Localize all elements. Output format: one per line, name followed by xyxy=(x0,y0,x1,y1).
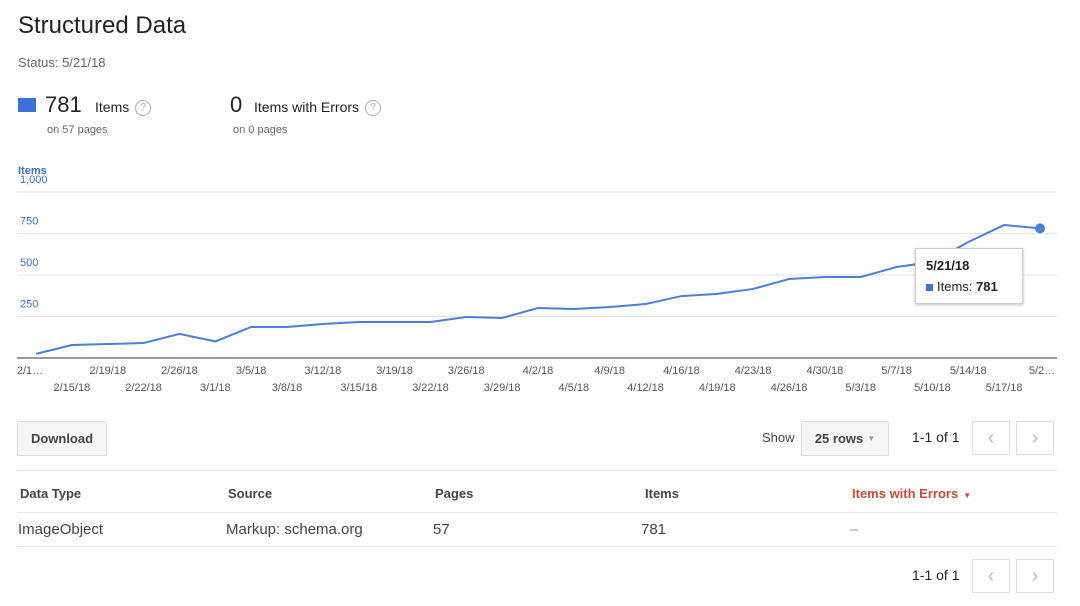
divider xyxy=(17,546,1057,547)
divider xyxy=(17,470,1057,471)
x-tick-label: 3/22/18 xyxy=(412,382,449,394)
summary-value: 781 xyxy=(45,92,82,117)
x-tick-label: 3/12/18 xyxy=(305,365,342,377)
tooltip-date: 5/21/18 xyxy=(926,258,970,273)
table-cell: Markup: schema.org xyxy=(226,521,363,538)
table-header: Source xyxy=(228,486,273,501)
summary-label: Items with Errors? xyxy=(254,99,382,117)
x-tick-label: 4/5/18 xyxy=(559,382,590,394)
summary-label-text: Items with Errors xyxy=(254,99,360,115)
status: Status: 5/21/18 xyxy=(18,55,106,70)
table-header: Pages xyxy=(435,486,474,501)
hover-point xyxy=(1035,223,1045,234)
table-cell: 57 xyxy=(433,521,450,538)
x-tick-label: 2/15/18 xyxy=(54,382,91,394)
y-tick-label: 750 xyxy=(20,215,38,227)
rows-select[interactable]: 25 rows ▼ xyxy=(801,421,889,456)
summary-value: 0 xyxy=(230,92,243,117)
x-tick-label: 4/23/18 xyxy=(735,365,772,377)
next-button[interactable]: › xyxy=(1016,421,1054,455)
x-tick-label: 5/2… xyxy=(1029,365,1055,377)
x-tick-label: 3/19/18 xyxy=(376,365,413,377)
help-icon[interactable]: ? xyxy=(135,100,152,117)
x-tick-label: 3/1/18 xyxy=(200,382,231,394)
data-line xyxy=(35,224,1041,355)
x-tick-label: 4/16/18 xyxy=(663,365,700,377)
x-tick-label: 4/30/18 xyxy=(807,365,844,377)
x-tick-label: 2/19/18 xyxy=(89,365,126,377)
x-tick-label: 5/3/18 xyxy=(845,382,876,394)
prev-button[interactable]: ‹ xyxy=(972,421,1010,455)
x-tick-label: 3/8/18 xyxy=(272,382,303,394)
help-icon[interactable]: ? xyxy=(365,100,382,117)
x-tick-label: 3/29/18 xyxy=(484,382,521,394)
table-header[interactable]: Items with Errors ▼ xyxy=(852,486,972,501)
x-tick-label: 3/5/18 xyxy=(236,365,267,377)
rows-select-text: 25 rows xyxy=(814,431,864,446)
tooltip-row: Items: 781 xyxy=(926,279,998,294)
y-tick-label: 500 xyxy=(20,257,38,269)
x-tick-label: 5/7/18 xyxy=(881,365,912,377)
x-tick-label: 4/19/18 xyxy=(699,382,736,394)
chart: Items 250 500 750 1,000 2/1… 2/15/18 2/19/18 2/… xyxy=(17,165,1057,394)
tooltip-label: Items: xyxy=(937,279,973,294)
summary-sub: on 57 pages xyxy=(47,124,108,136)
x-tick-label: 4/2/18 xyxy=(523,365,554,377)
download-button[interactable]: Download xyxy=(17,421,107,456)
pagination: 1-1 of 1 xyxy=(912,567,960,583)
x-tick-label: 2/22/18 xyxy=(125,382,162,394)
next-button[interactable]: › xyxy=(1016,559,1054,593)
summary-label: Items? xyxy=(95,99,152,117)
tooltip-value: 781 xyxy=(976,279,998,294)
x-tick-label: 3/15/18 xyxy=(340,382,377,394)
prev-button[interactable]: ‹ xyxy=(972,559,1010,593)
divider xyxy=(17,512,1057,513)
table-cell: 781 xyxy=(641,521,667,538)
table-header: Items xyxy=(645,486,679,501)
tooltip-swatch xyxy=(926,284,933,292)
x-tick-label: 5/17/18 xyxy=(986,382,1023,394)
table-cell: – xyxy=(850,521,859,538)
table-header-text: Items with Errors xyxy=(852,486,959,501)
x-tick-label: 4/26/18 xyxy=(771,382,808,394)
legend-swatch xyxy=(18,98,36,112)
y-tick-label: 1,000 xyxy=(20,174,48,186)
table-header: Data Type xyxy=(20,486,82,501)
x-tick-label: 5/10/18 xyxy=(914,382,951,394)
table-cell: ImageObject xyxy=(18,521,104,538)
x-tick-label: 3/26/18 xyxy=(448,365,485,377)
x-tick-label: 5/14/18 xyxy=(950,365,987,377)
y-axis-label: Items xyxy=(18,165,47,177)
y-tick-label: 250 xyxy=(20,298,38,310)
page-title: Structured Data xyxy=(18,12,187,39)
tooltip: 5/21/18 Items: 781 xyxy=(915,248,1023,304)
summary-label-text: Items xyxy=(95,99,130,115)
x-tick-label: 2/26/18 xyxy=(161,365,198,377)
x-tick-label: 4/9/18 xyxy=(594,365,625,377)
show-label: Show xyxy=(762,430,795,445)
x-tick-label: 4/12/18 xyxy=(627,382,664,394)
x-tick-label: 2/1… xyxy=(17,365,43,377)
pagination: 1-1 of 1 xyxy=(912,429,960,445)
summary-sub: on 0 pages xyxy=(233,124,288,136)
